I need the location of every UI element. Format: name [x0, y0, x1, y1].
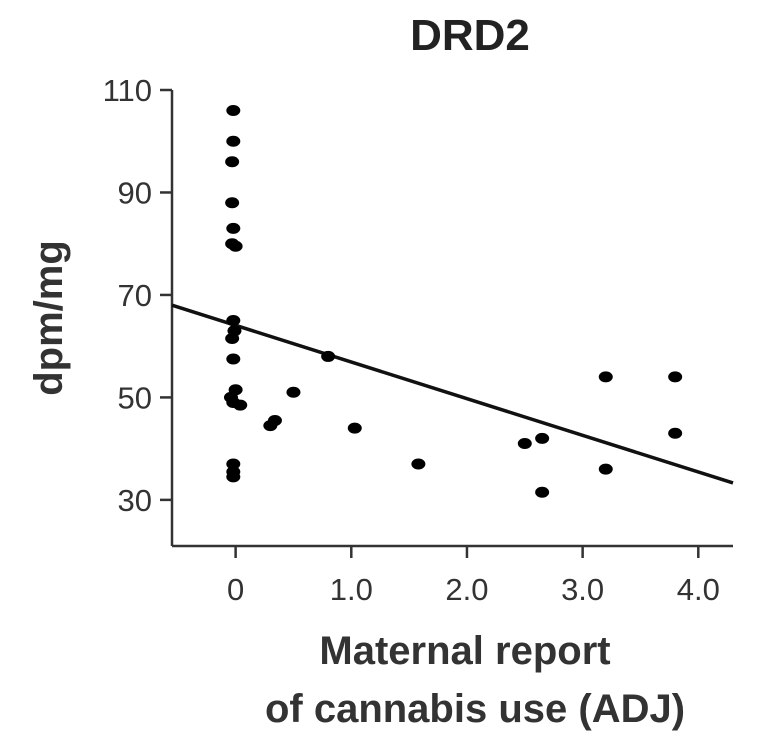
chart-title: DRD2 — [410, 11, 530, 60]
x-axis-label-line-1: Maternal report — [319, 629, 610, 673]
data-point — [347, 422, 362, 434]
data-point — [598, 463, 613, 475]
x-tick-label: 1.0 — [330, 572, 373, 607]
x-tick-label: 4.0 — [677, 572, 720, 607]
data-point — [535, 486, 550, 498]
data-point — [411, 458, 426, 470]
x-axis-label-line-2: of cannabis use (ADJ) — [265, 687, 685, 731]
axes: 30 50 70 90 110 0 1.0 2.0 3.0 4.0 — [103, 73, 733, 607]
data-point — [226, 104, 241, 116]
y-tick-label: 30 — [118, 483, 152, 518]
data-point — [226, 222, 241, 234]
data-point — [225, 156, 240, 168]
y-tick-label: 50 — [118, 380, 152, 415]
x-tick-label: 2.0 — [445, 572, 488, 607]
data-point — [226, 353, 241, 365]
x-tick-label: 0 — [227, 572, 244, 607]
data-point — [233, 399, 248, 411]
data-point — [225, 332, 240, 344]
data-point — [321, 350, 336, 362]
data-point — [535, 432, 550, 444]
data-point — [226, 471, 241, 483]
data-point — [668, 371, 683, 383]
regression-line-group — [171, 303, 734, 485]
y-tick-label: 90 — [118, 175, 152, 210]
data-point — [228, 240, 243, 252]
data-point — [668, 427, 683, 439]
y-axis-label: dpm/mg — [27, 240, 71, 396]
data-point — [517, 438, 532, 450]
x-tick-label: 3.0 — [561, 572, 604, 607]
data-point — [267, 414, 282, 426]
data-point — [226, 458, 241, 470]
y-tick-label: 110 — [103, 73, 152, 108]
y-tick-label: 70 — [118, 278, 152, 313]
data-points — [223, 104, 683, 498]
data-point — [286, 386, 301, 398]
regression-line — [171, 303, 734, 485]
data-point — [225, 197, 240, 209]
data-point — [598, 371, 613, 383]
data-point — [226, 315, 241, 327]
data-point — [226, 135, 241, 147]
